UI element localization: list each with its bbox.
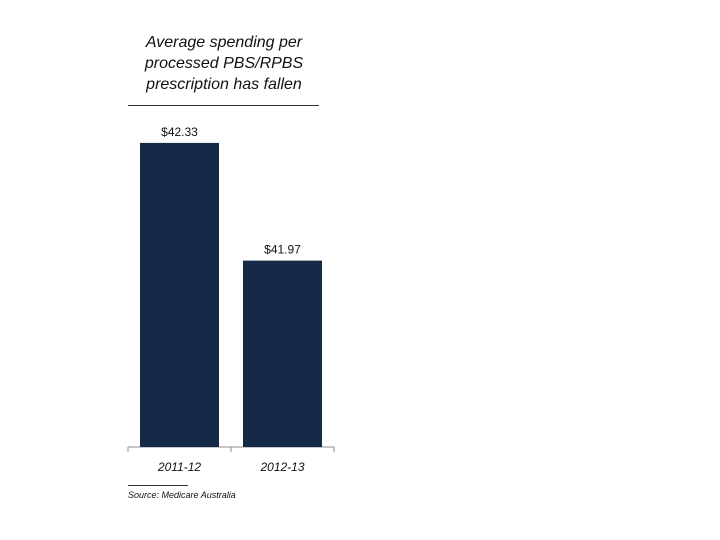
data-label: $42.33 (161, 125, 198, 139)
x-tick-label: 2012-13 (259, 460, 304, 474)
data-label: $41.97 (264, 243, 301, 257)
source-divider (128, 485, 188, 486)
bar-2012-13 (243, 260, 322, 447)
x-tick-label: 2011-12 (157, 460, 201, 474)
source-note: Source: Medicare Australia (128, 490, 236, 500)
bar-2011-12 (140, 142, 219, 447)
title-divider (128, 105, 319, 106)
chart-title: Average spending per processed PBS/RPBS … (144, 34, 304, 93)
